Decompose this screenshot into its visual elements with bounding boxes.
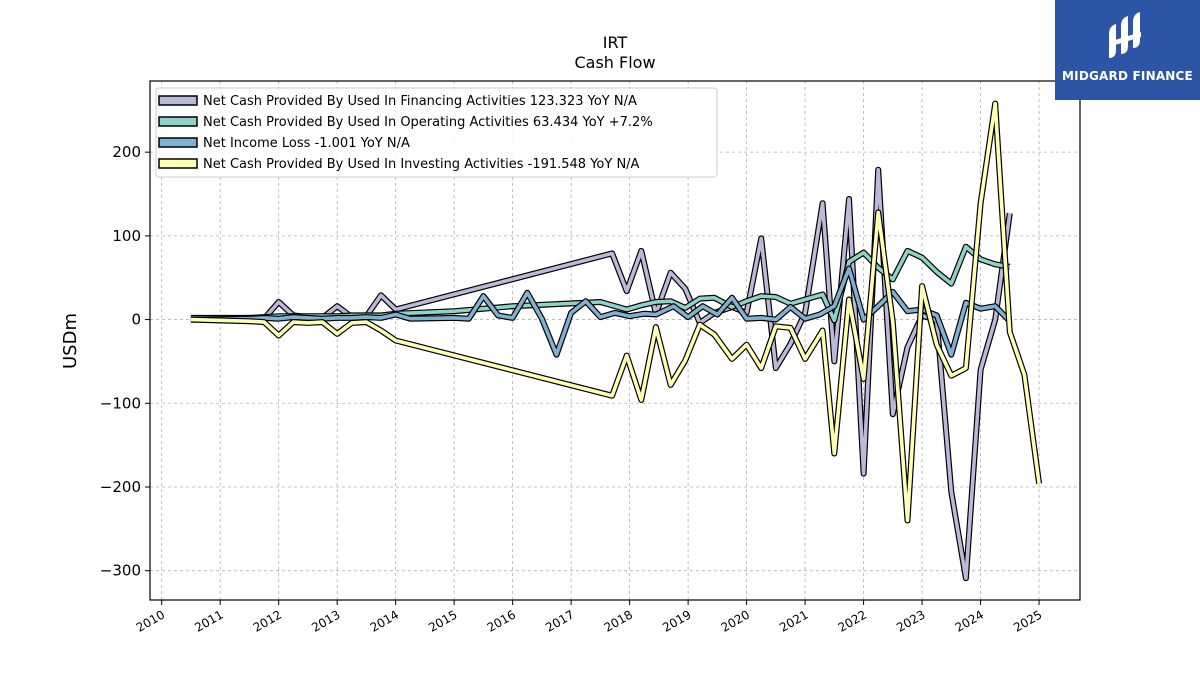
series-line-stroke xyxy=(190,266,1012,357)
y-axis-label: USDm xyxy=(60,313,81,369)
y-tick-label: 200 xyxy=(112,143,141,161)
legend-label: Net Income Loss -1.001 YoY N/A xyxy=(203,136,410,151)
x-tick-label: 2017 xyxy=(543,607,576,634)
brand-mark-icon xyxy=(1109,12,1141,58)
x-tick-label: 2018 xyxy=(602,607,635,634)
legend-swatch xyxy=(158,116,198,127)
x-tick-label: 2012 xyxy=(251,607,284,634)
x-tick-label: 2011 xyxy=(192,607,225,634)
series-lines xyxy=(190,100,1043,582)
y-axis: −300 −200 −100 0 100 200 xyxy=(100,143,150,580)
x-tick-label: 2022 xyxy=(836,607,869,634)
brand-logo: MIDGARD FINANCE xyxy=(1055,0,1200,100)
x-tick-label: 2013 xyxy=(309,607,342,634)
y-tick-label: −300 xyxy=(100,562,141,580)
series-line-outline xyxy=(190,166,1013,582)
plot-frame xyxy=(149,80,1081,601)
x-tick-label: 2016 xyxy=(485,607,518,634)
legend-swatch xyxy=(158,137,198,148)
x-tick-label: 2020 xyxy=(719,607,752,634)
x-tick-label: 2024 xyxy=(953,607,986,634)
y-tick-label: −100 xyxy=(100,394,141,412)
x-tick-label: 2010 xyxy=(134,607,167,634)
brand-name: MIDGARD FINANCE xyxy=(1062,69,1193,83)
series-line-stroke xyxy=(190,167,1012,580)
y-tick-label: −200 xyxy=(100,478,141,496)
legend: Net Cash Provided By Used In Financing A… xyxy=(155,87,718,178)
x-tick-label: 2023 xyxy=(894,607,927,634)
x-tick-label: 2019 xyxy=(660,607,693,634)
y-tick-label: 100 xyxy=(112,227,141,245)
chart-title: IRT xyxy=(603,33,628,52)
legend-swatch xyxy=(158,158,198,169)
legend-label: Net Cash Provided By Used In Investing A… xyxy=(203,157,640,172)
series-line-stroke xyxy=(190,101,1041,523)
series-line xyxy=(190,100,1043,524)
series-line xyxy=(190,166,1013,582)
x-tick-label: 2014 xyxy=(368,607,401,634)
legend-box xyxy=(155,87,718,178)
legend-label: Net Cash Provided By Used In Financing A… xyxy=(203,94,637,109)
legend-swatch xyxy=(158,95,198,106)
x-axis: 2010 2011 2012 2013 2014 2015 2016 2017 2018 2019… xyxy=(134,600,1045,635)
x-tick-label: 2025 xyxy=(1011,607,1044,634)
legend-label: Net Cash Provided By Used In Operating A… xyxy=(203,115,653,130)
series-line xyxy=(190,265,1012,358)
chart-subtitle: Cash Flow xyxy=(574,53,655,72)
x-tick-label: 2015 xyxy=(426,607,459,634)
y-tick-label: 0 xyxy=(131,311,141,329)
x-tick-label: 2021 xyxy=(777,607,810,634)
